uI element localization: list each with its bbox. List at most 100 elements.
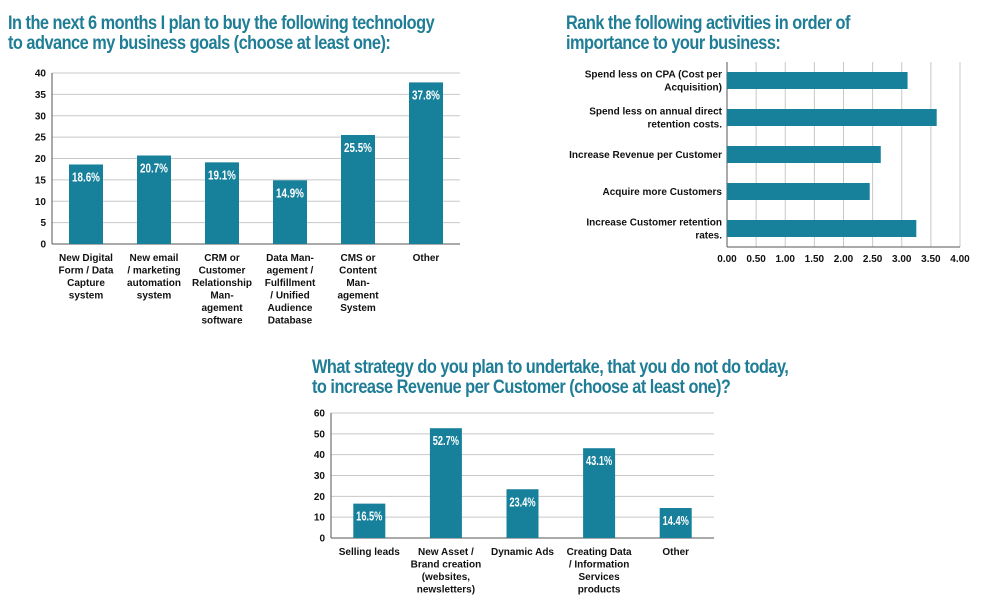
chart2-xtick-6: 3.00 bbox=[892, 254, 912, 265]
chart3-data-label-4: 14.4% bbox=[663, 513, 690, 528]
chart1-ytick-2: 10 bbox=[35, 197, 47, 208]
chart3-title-line-1: What strategy do you plan to undertake, … bbox=[312, 357, 789, 378]
chart2-category-3-line-0: Acquire more Customers bbox=[603, 187, 723, 198]
chart1-category-4-line-2: Man- bbox=[346, 278, 369, 289]
chart3-category-4-line-0: Other bbox=[662, 547, 689, 558]
chart1-data-label-2: 19.1% bbox=[208, 167, 236, 182]
chart2-xtick-7: 3.50 bbox=[921, 254, 941, 265]
chart2-bar-0 bbox=[727, 72, 908, 89]
chart1-data-label-0: 18.6% bbox=[72, 169, 100, 184]
chart1-title-line-2: to advance my business goals (choose at … bbox=[8, 33, 391, 54]
chart1-ytick-7: 35 bbox=[35, 90, 47, 101]
chart2-category-2-line-0: Increase Revenue per Customer bbox=[569, 150, 722, 161]
chart1-category-1-line-3: system bbox=[137, 291, 172, 302]
chart1-title-line-1: In the next 6 months I plan to buy the f… bbox=[8, 13, 435, 34]
chart1-ytick-5: 25 bbox=[35, 133, 47, 144]
chart3-ytick-4: 40 bbox=[314, 450, 326, 461]
chart1-bar-4 bbox=[341, 134, 375, 244]
chart1-category-0-line-1: Form / Data bbox=[58, 266, 113, 277]
chart1-bar-2 bbox=[205, 162, 239, 244]
chart2-category-0-line-0: Spend less on CPA (Cost per bbox=[585, 70, 722, 81]
chart3-ytick-2: 20 bbox=[314, 492, 326, 503]
chart1-category-3-line-4: Audience bbox=[267, 303, 312, 314]
chart1-category-1-line-1: / marketing bbox=[127, 266, 180, 277]
chart2-category-4-line-0: Increase Customer retention bbox=[586, 218, 722, 229]
chart3-ytick-3: 30 bbox=[314, 471, 326, 482]
chart1-category-1-line-0: New email bbox=[130, 253, 179, 264]
chart1-bar-5 bbox=[409, 82, 443, 244]
chart1-data-label-1: 20.7% bbox=[140, 161, 168, 176]
chart3-data-label-2: 23.4% bbox=[509, 494, 536, 509]
chart3-bar-0 bbox=[353, 503, 386, 538]
chart1-category-1-line-2: automation bbox=[127, 278, 181, 289]
chart2-title-line-2: importance to your business: bbox=[566, 33, 781, 54]
chart3-bar-1 bbox=[429, 428, 462, 538]
chart2-title-line-1: Rank the following activities in order o… bbox=[566, 13, 850, 34]
chart1-ytick-4: 20 bbox=[35, 154, 47, 165]
chart1-ytick-6: 30 bbox=[35, 111, 47, 122]
chart3-category-3-line-2: Services bbox=[579, 572, 621, 583]
chart1-bar-1 bbox=[137, 155, 171, 244]
chart1-category-0-line-2: Capture bbox=[67, 278, 105, 289]
chart3-category-3-line-1: / Information bbox=[569, 560, 630, 571]
chart1-category-2-line-2: Relationship bbox=[192, 278, 252, 289]
chart1-category-3-line-0: Data Man- bbox=[266, 253, 314, 264]
chart1-data-label-5: 37.8% bbox=[412, 87, 440, 102]
chart1-ytick-3: 15 bbox=[35, 175, 47, 186]
chart3-data-label-3: 43.1% bbox=[586, 453, 613, 468]
chart3-bar-3 bbox=[583, 448, 616, 538]
chart2-xtick-1: 0.50 bbox=[746, 254, 766, 265]
chart1-data-label-4: 25.5% bbox=[344, 140, 372, 155]
chart2-bar-4 bbox=[727, 220, 917, 237]
chart3-title-line-2: to increase Revenue per Customer (choose… bbox=[312, 377, 731, 398]
chart2-xtick-2: 1.00 bbox=[776, 254, 796, 265]
chart2-xtick-5: 2.50 bbox=[863, 254, 883, 265]
chart1-ytick-8: 40 bbox=[35, 69, 47, 80]
chart3-category-1-line-2: (websites, bbox=[422, 572, 471, 583]
chart1-bar-3 bbox=[273, 180, 307, 244]
chart1-category-0-line-3: system bbox=[69, 291, 104, 302]
chart1-category-4-line-1: Content bbox=[339, 266, 377, 277]
chart2-category-0-line-1: Acquisition) bbox=[664, 83, 722, 94]
chart2-category-1-line-1: retention costs. bbox=[648, 120, 723, 131]
chart1-category-5-line-0: Other bbox=[413, 253, 440, 264]
chart3-data-label-1: 52.7% bbox=[433, 433, 460, 448]
chart3-category-1-line-3: newsletters) bbox=[417, 585, 475, 596]
chart2-category-4-line-1: rates. bbox=[695, 231, 722, 242]
chart3-ytick-0: 0 bbox=[319, 534, 325, 545]
chart1-category-3-line-2: Fulfillment bbox=[265, 278, 316, 289]
chart1-ytick-0: 0 bbox=[40, 240, 46, 251]
chart3-ytick-1: 10 bbox=[314, 513, 326, 524]
chart1-ytick-1: 5 bbox=[40, 218, 46, 229]
chart1-bar-0 bbox=[69, 164, 103, 244]
chart2-bar-1 bbox=[727, 109, 937, 126]
chart1-category-3-line-5: Database bbox=[268, 316, 313, 327]
chart1-category-4-line-0: CMS or bbox=[341, 253, 376, 264]
chart2-bar-3 bbox=[727, 183, 870, 200]
chart3-bar-2 bbox=[506, 489, 539, 538]
chart2-category-1-line-0: Spend less on annual direct bbox=[589, 107, 722, 118]
chart2-title: Rank the following activities in order o… bbox=[566, 14, 850, 54]
chart3-title: What strategy do you plan to undertake, … bbox=[312, 357, 789, 398]
chart3-bar-4 bbox=[659, 508, 692, 538]
chart2-xtick-0: 0.00 bbox=[717, 254, 737, 265]
chart2-xtick-8: 4.00 bbox=[950, 254, 970, 265]
chart3-category-3-line-3: products bbox=[578, 585, 621, 596]
chart1-category-2-line-4: agement bbox=[201, 303, 243, 314]
chart1-category-0-line-0: New Digital bbox=[59, 253, 113, 264]
chart3-ytick-6: 60 bbox=[314, 409, 326, 420]
chart3-data-label-0: 16.5% bbox=[356, 509, 383, 524]
chart1-category-4-line-3: agement bbox=[337, 291, 379, 302]
chart1-category-2-line-3: Man- bbox=[210, 291, 233, 302]
chart2-bar-2 bbox=[727, 146, 881, 163]
chart1-category-2-line-0: CRM or bbox=[204, 253, 240, 264]
chart2-xtick-3: 1.50 bbox=[805, 254, 825, 265]
chart3-category-3-line-0: Creating Data bbox=[567, 547, 632, 558]
chart3-category-1-line-0: New Asset / bbox=[418, 547, 474, 558]
chart3-category-2-line-0: Dynamic Ads bbox=[491, 547, 554, 558]
chart1-category-3-line-3: / Unified bbox=[270, 291, 309, 302]
chart3-category-1-line-1: Brand creation bbox=[411, 560, 482, 571]
chart1-category-2-line-1: Customer bbox=[199, 266, 246, 277]
chart3-category-0-line-0: Selling leads bbox=[339, 547, 401, 558]
